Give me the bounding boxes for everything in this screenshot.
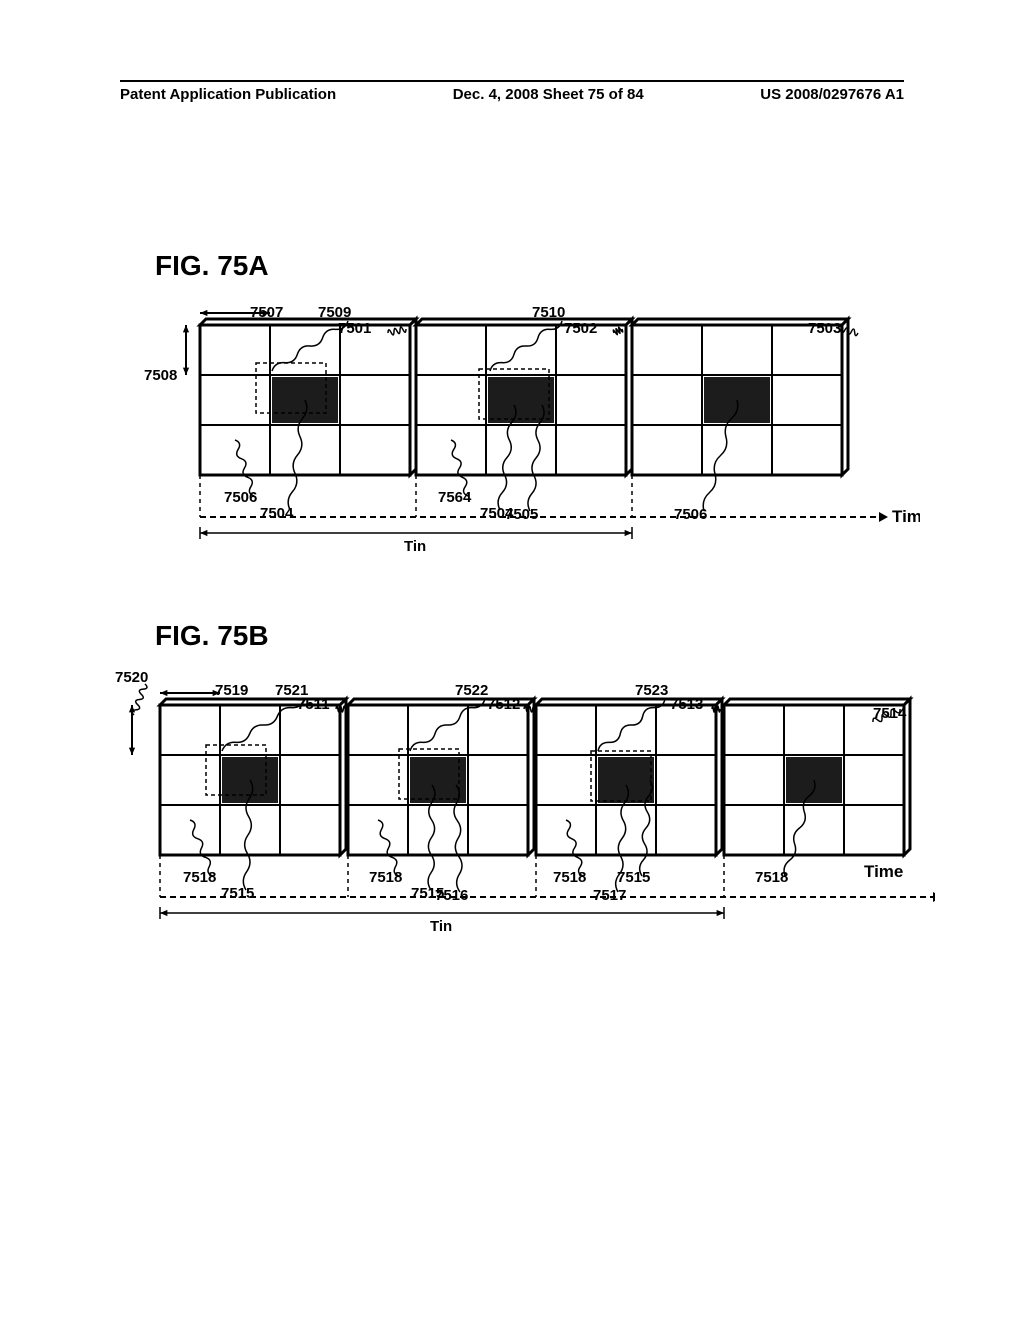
svg-text:7518: 7518 — [755, 869, 788, 886]
svg-text:7514: 7514 — [873, 705, 907, 722]
header-center: Dec. 4, 2008 Sheet 75 of 84 — [453, 86, 644, 103]
svg-text:7520: 7520 — [115, 669, 148, 686]
svg-text:Tin: Tin — [430, 918, 452, 935]
svg-text:7521: 7521 — [275, 682, 308, 699]
svg-text:7518: 7518 — [553, 869, 586, 886]
svg-text:7515: 7515 — [411, 885, 444, 902]
svg-text:7519: 7519 — [215, 682, 248, 699]
svg-text:7507: 7507 — [250, 304, 283, 321]
svg-text:7504: 7504 — [260, 505, 294, 522]
svg-text:7510: 7510 — [532, 304, 565, 321]
svg-text:7515: 7515 — [221, 885, 254, 902]
svg-text:Tin: Tin — [404, 538, 426, 555]
svg-text:7503: 7503 — [808, 320, 841, 337]
svg-text:7508: 7508 — [144, 367, 177, 384]
svg-text:Time: Time — [864, 862, 903, 881]
svg-text:7517: 7517 — [593, 887, 626, 904]
svg-text:Time: Time — [892, 507, 920, 526]
fig-75b-title: FIG. 75B — [155, 620, 269, 652]
svg-text:7522: 7522 — [455, 682, 488, 699]
svg-text:7523: 7523 — [635, 682, 668, 699]
svg-text:7518: 7518 — [369, 869, 402, 886]
svg-text:7518: 7518 — [183, 869, 216, 886]
fig-75a-title: FIG. 75A — [155, 250, 269, 282]
fig-75b-diagram: TimeTin751175127513751475167517751975207… — [115, 660, 935, 960]
header-left: Patent Application Publication — [120, 86, 336, 103]
page-header: Patent Application Publication Dec. 4, 2… — [120, 80, 904, 103]
header-right: US 2008/0297676 A1 — [760, 86, 904, 103]
svg-text:7504: 7504 — [480, 505, 514, 522]
fig-75a-diagram: TimeTin750175027503750575077508750975107… — [140, 295, 920, 555]
svg-text:7502: 7502 — [564, 320, 597, 337]
svg-text:7506: 7506 — [224, 489, 257, 506]
svg-text:7506: 7506 — [674, 506, 707, 523]
svg-text:7512: 7512 — [487, 696, 520, 713]
svg-text:7501: 7501 — [338, 320, 371, 337]
svg-text:7564: 7564 — [438, 489, 472, 506]
svg-text:7513: 7513 — [670, 696, 703, 713]
svg-text:7509: 7509 — [318, 304, 351, 321]
svg-text:7515: 7515 — [617, 869, 650, 886]
